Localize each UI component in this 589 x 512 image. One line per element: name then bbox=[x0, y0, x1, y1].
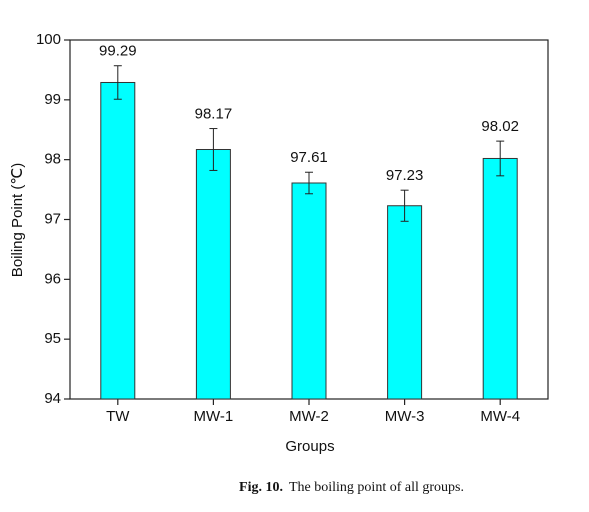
x-tick-label: MW-4 bbox=[480, 408, 520, 425]
x-tick-label: MW-1 bbox=[194, 408, 234, 425]
data-label: 99.29 bbox=[99, 43, 137, 60]
data-label: 97.23 bbox=[386, 167, 424, 184]
data-label: 98.17 bbox=[195, 106, 233, 123]
y-tick-label: 99 bbox=[44, 91, 61, 108]
bar bbox=[387, 205, 423, 400]
caption: The boiling point of all groups. bbox=[289, 480, 464, 495]
caption-label: Fig. 10. bbox=[239, 480, 283, 495]
data-label: 97.61 bbox=[290, 149, 328, 166]
bar bbox=[100, 81, 136, 400]
bar bbox=[195, 148, 231, 400]
x-tick-label: MW-3 bbox=[385, 408, 425, 425]
y-tick-label: 100 bbox=[36, 31, 61, 48]
y-tick-label: 95 bbox=[44, 330, 61, 347]
x-tick-label: TW bbox=[106, 408, 130, 425]
y-tick-label: 98 bbox=[44, 151, 61, 168]
x-axis-label: Groups bbox=[285, 438, 334, 455]
y-axis-label: Boiling Point (℃) bbox=[9, 163, 26, 277]
bar bbox=[482, 157, 518, 400]
y-tick-label: 97 bbox=[44, 210, 61, 227]
y-tick-label: 94 bbox=[44, 390, 61, 407]
data-label: 98.02 bbox=[481, 118, 519, 135]
bar bbox=[291, 182, 327, 400]
x-tick-label: MW-2 bbox=[289, 408, 329, 425]
y-tick-label: 96 bbox=[44, 270, 61, 287]
